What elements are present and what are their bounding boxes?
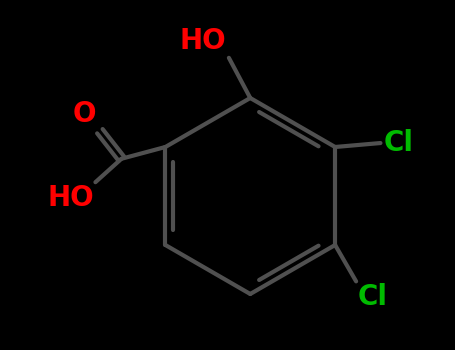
Text: O: O — [73, 100, 96, 128]
Text: HO: HO — [179, 27, 226, 55]
Text: Cl: Cl — [358, 283, 388, 311]
Text: HO: HO — [47, 184, 94, 212]
Text: Cl: Cl — [384, 129, 414, 157]
